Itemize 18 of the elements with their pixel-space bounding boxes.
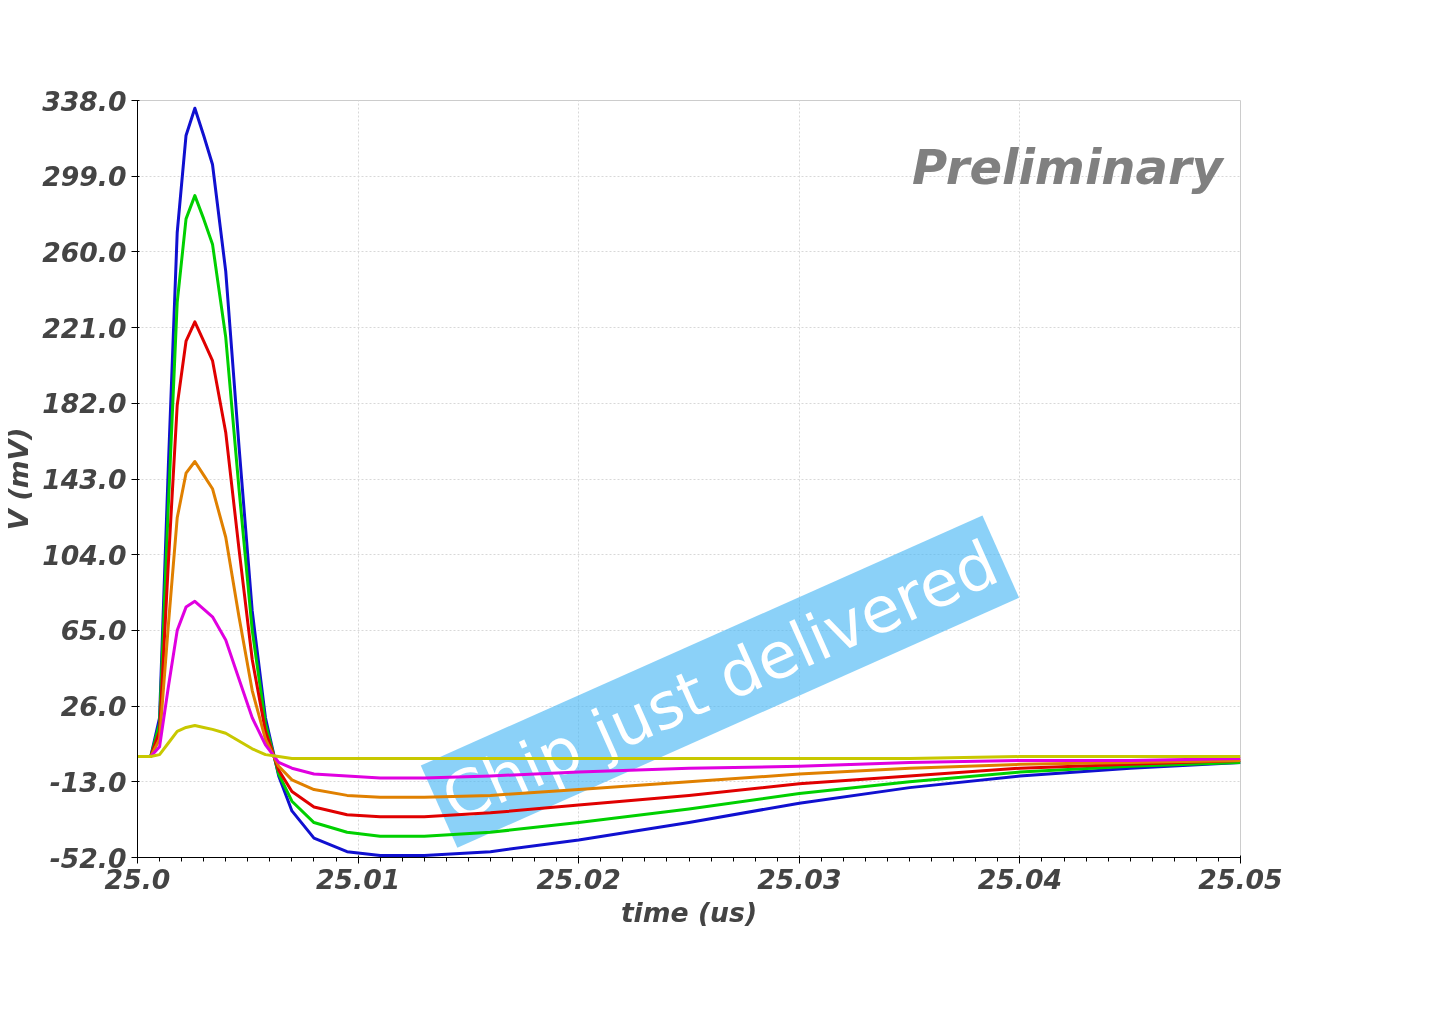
x-tick-label: 25.05 bbox=[1198, 863, 1283, 895]
x-tick-label: 25.03 bbox=[757, 863, 842, 895]
annotation: Preliminary bbox=[912, 139, 1225, 196]
y-tick-label: 65.0 bbox=[60, 615, 127, 647]
y-axis-title: V (mV) bbox=[3, 427, 35, 531]
y-tick-label: 260.0 bbox=[42, 236, 127, 268]
x-tick-label: 25.02 bbox=[536, 863, 621, 895]
y-tick-label: 299.0 bbox=[42, 161, 127, 193]
y-tick-label: 143.0 bbox=[42, 464, 127, 495]
x-axis-title: time (us) bbox=[620, 896, 758, 928]
y-tick-label: 26.0 bbox=[60, 691, 127, 723]
y-tick-label: 182.0 bbox=[42, 388, 127, 420]
x-tick-label: 25.04 bbox=[977, 863, 1063, 895]
y-tick-label: 221.0 bbox=[42, 312, 127, 344]
y-tick-label: 338.0 bbox=[42, 85, 127, 117]
x-tick-label: 25.01 bbox=[315, 863, 401, 895]
y-tick-label: -13.0 bbox=[49, 766, 127, 798]
y-tick-label: 104.0 bbox=[42, 539, 127, 571]
